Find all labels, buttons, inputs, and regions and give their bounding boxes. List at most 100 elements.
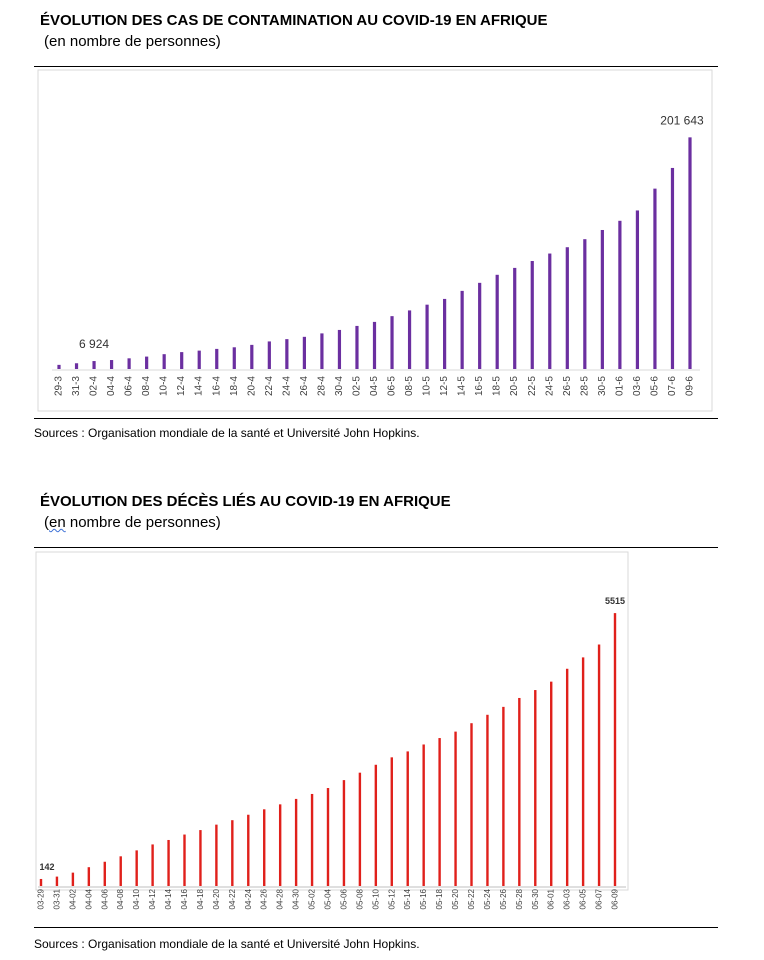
- chart2-frame: [35, 551, 629, 891]
- chart2-bar: [550, 681, 553, 886]
- chart1-bar: [215, 348, 219, 369]
- chart2-bar: [135, 850, 138, 886]
- chart2-tick-label: 04-24: [244, 888, 253, 909]
- chart1-tick-label: 09-6: [685, 376, 696, 396]
- chart1-tick-label: 26-4: [299, 376, 310, 396]
- chart1-tick-label: 18-5: [492, 376, 503, 396]
- chart2-bar: [199, 830, 202, 886]
- chart2-bar: [326, 788, 330, 886]
- chart1-bar: [443, 298, 447, 369]
- chart2-bar: [390, 757, 393, 886]
- chart1-bar: [425, 304, 429, 369]
- chart1-bottom-rule: [34, 418, 718, 419]
- chart1-bar: [74, 363, 79, 369]
- chart1-tick-label: 12-4: [176, 376, 187, 396]
- chart1-bar: [460, 290, 464, 369]
- chart1-bar: [548, 253, 552, 369]
- chart2-tick-label: 05-06: [339, 888, 348, 909]
- chart1-tick-label: 22-5: [527, 376, 538, 396]
- chart1-bar: [109, 360, 114, 369]
- chart1-tick-label: 18-4: [229, 376, 240, 396]
- chart2-bar: [294, 798, 298, 886]
- chart2-bar: [470, 723, 473, 886]
- chart2-tick-label: 05-30: [531, 888, 540, 909]
- chart1-tick-label: 26-5: [562, 376, 573, 396]
- chart2-tick-label: 06-01: [547, 888, 556, 909]
- chart1-bar: [495, 274, 499, 369]
- chart2-tick-label: 04-04: [84, 888, 93, 909]
- chart1-tick-label: 10-5: [422, 376, 433, 396]
- chart2-title: ÉVOLUTION DES DÉCÈS LIÉS AU COVID-19 EN …: [40, 493, 451, 510]
- chart1-bar: [337, 329, 342, 369]
- chart2-tick-label: 03-29: [37, 888, 46, 909]
- chart2-tick-label: 06-09: [611, 888, 620, 909]
- chart1-tick-label: 22-4: [264, 376, 275, 396]
- chart1-tick-label: 24-5: [544, 376, 555, 396]
- chart2-bar: [231, 820, 234, 886]
- chart1-bar: [670, 167, 675, 369]
- chart1-tick-label: 30-4: [334, 376, 345, 396]
- chart2-tick-label: 04-08: [116, 888, 125, 909]
- chart1-tick-label: 06-5: [387, 376, 398, 396]
- chart2-tick-label: 05-08: [355, 888, 364, 909]
- chart2-bar: [358, 772, 362, 886]
- chart1-tick-label: 02-5: [351, 376, 362, 396]
- chart1-bar: [478, 282, 482, 369]
- chart2-tick-label: 04-28: [276, 888, 285, 909]
- chart1-tick-label: 28-4: [316, 376, 327, 396]
- chart1-bar: [530, 261, 534, 369]
- chart2-tick-label: 04-14: [164, 888, 173, 909]
- chart2-bar: [374, 764, 378, 886]
- chart2-bar: [263, 809, 266, 886]
- chart2-tick-label: 05-02: [308, 888, 317, 909]
- chart2-subtitle-open: (: [44, 514, 49, 531]
- chart2-data-label: 142: [39, 862, 54, 872]
- chart2-tick-label: 04-26: [260, 888, 269, 909]
- chart1-tick-label: 01-6: [614, 376, 625, 396]
- chart1-top-rule: [34, 66, 718, 67]
- chart1-frame: [37, 69, 713, 412]
- chart2-tick-label: 04-02: [68, 888, 77, 909]
- chart1-source: Sources : Organisation mondiale de la sa…: [34, 426, 420, 440]
- chart2-tick-label: 04-20: [212, 888, 221, 909]
- chart2-bar: [438, 738, 441, 886]
- chart1-tick-label: 04-4: [106, 376, 117, 396]
- chart2-top-rule: [34, 547, 718, 548]
- chart2-bar: [534, 690, 537, 886]
- chart2-data-label: 5515: [605, 596, 625, 606]
- chart2-tick-label: 05-18: [435, 888, 444, 909]
- chart1-bar: [92, 361, 96, 369]
- chart2-subtitle-rest: nombre de personnes): [65, 514, 221, 531]
- chart2-bar: [613, 613, 617, 886]
- chart1-tick-label: 16-4: [211, 376, 222, 396]
- chart2-bar: [565, 668, 569, 886]
- chart2-bar: [119, 856, 122, 886]
- chart2-tick-label: 04-12: [148, 888, 157, 909]
- chart2-tick-label: 04-18: [196, 888, 205, 909]
- chart1-tick-label: 03-6: [632, 376, 643, 396]
- chart1-tick-label: 20-5: [509, 376, 520, 396]
- chart2-tick-label: 05-12: [387, 888, 396, 909]
- chart2-tick-label: 06-05: [579, 888, 588, 909]
- chart2-bar: [597, 644, 601, 886]
- chart2-tick-label: 04-06: [100, 888, 109, 909]
- chart2-bar: [87, 867, 91, 886]
- chart2-tick-label: 05-16: [419, 888, 428, 909]
- chart2-tick-label: 05-26: [499, 888, 508, 909]
- chart1-bar: [127, 358, 131, 369]
- chart1-tick-label: 05-6: [649, 376, 660, 396]
- chart1-bar: [390, 316, 394, 369]
- chart2-bar: [310, 793, 314, 886]
- chart2-bar: [502, 706, 505, 886]
- chart1-bar: [565, 247, 569, 369]
- chart2-bar: [486, 714, 489, 886]
- chart1-bar: [618, 220, 622, 369]
- chart1-tick-label: 29-3: [54, 376, 65, 396]
- chart1-bar: [302, 336, 306, 369]
- chart1-tick-label: 10-4: [159, 376, 170, 396]
- chart1-bar: [688, 137, 692, 369]
- chart1-tick-label: 28-5: [579, 376, 590, 396]
- chart2-tick-label: 05-24: [483, 888, 492, 909]
- chart1-bar: [355, 325, 359, 369]
- chart2-tick-label: 06-07: [595, 888, 604, 909]
